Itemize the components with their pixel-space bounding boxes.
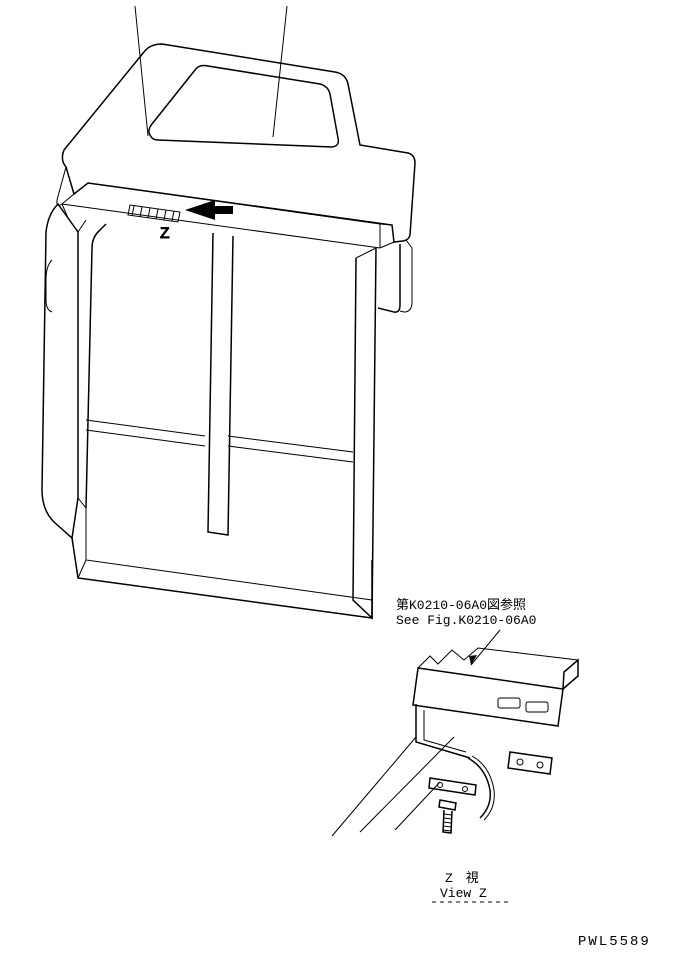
box-top-broken — [418, 648, 578, 668]
wire — [468, 758, 490, 818]
ref-text-jp: 第K0210-06A0図参照 — [396, 597, 526, 613]
plate-right — [508, 752, 552, 774]
bolt — [439, 800, 456, 833]
right-waistline — [228, 446, 353, 462]
view-z-en: View Z — [440, 886, 487, 901]
drawing-number: PWL5589 — [578, 934, 651, 950]
b-pillar — [208, 233, 233, 535]
c-pillar-front-right — [353, 248, 376, 618]
hatched-plate — [128, 205, 180, 222]
cab-frame: Z — [42, 6, 415, 618]
sill-corner — [78, 560, 86, 578]
front-sill — [72, 538, 372, 618]
a-pillar-front-left — [42, 204, 78, 538]
left-waistline-2 — [86, 420, 205, 436]
box-side — [563, 660, 578, 689]
ref-leader — [471, 630, 500, 665]
leader-top-right — [273, 6, 287, 137]
box-front — [413, 668, 563, 726]
ref-text-en: See Fig.K0210-06A0 — [396, 613, 536, 628]
rear-right-pillar-outer — [400, 240, 412, 312]
left-waistline — [86, 430, 205, 446]
z-marker-label: Z — [160, 225, 170, 243]
box-slot-1 — [498, 698, 520, 708]
view-z-jp: Z 視 — [445, 871, 479, 886]
left-pillar-recess — [46, 260, 52, 312]
view-arrow-z — [185, 200, 233, 220]
a-pillar-fl-inner — [78, 220, 86, 232]
c-pillar-fr-top — [356, 248, 376, 258]
box-slot-2 — [526, 702, 548, 712]
detail-view-z: 第K0210-06A0図参照 See Fig.K0210-06A0 — [332, 597, 578, 902]
right-waistline-2 — [228, 436, 353, 452]
roof-opening — [149, 66, 339, 148]
ref-leader-arrow — [469, 655, 477, 665]
leader-top-left — [135, 6, 148, 136]
left-inner-edge — [86, 224, 106, 508]
technical-drawing: Z 第K0210-06A0図参照 See Fig.K0210-06A0 — [0, 0, 673, 953]
rear-right-pillar — [378, 244, 400, 312]
